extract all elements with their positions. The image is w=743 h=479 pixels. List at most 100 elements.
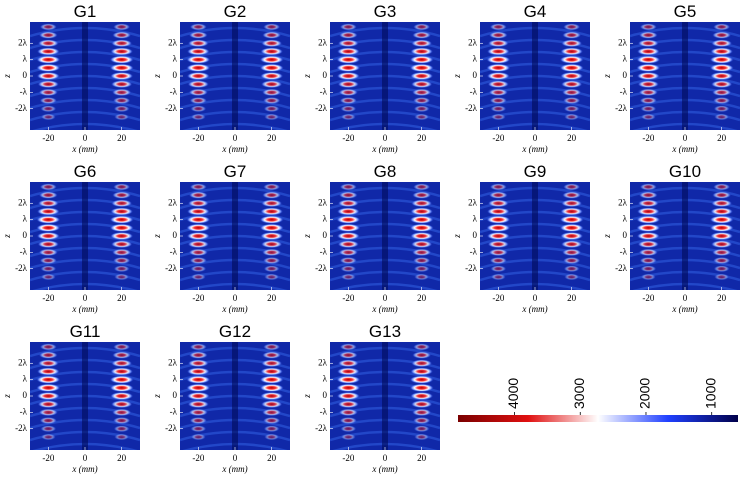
lobe: [638, 88, 658, 96]
lobe: [187, 240, 209, 248]
lobe: [489, 23, 507, 31]
center-band: [682, 182, 688, 290]
y-axis-label: z: [302, 234, 312, 239]
lobe: [187, 207, 210, 216]
y-tick-label: -λ: [20, 86, 28, 96]
lobe: [712, 88, 732, 96]
lobe: [110, 72, 134, 80]
lobe: [489, 183, 507, 191]
y-tick-label: -2λ: [15, 103, 27, 113]
lobe: [188, 191, 208, 199]
y-tick-label: -λ: [170, 246, 178, 256]
panel-title: G10: [669, 162, 701, 181]
lobe: [563, 23, 581, 31]
panel-title: G6: [74, 162, 97, 181]
y-tick-label: λ: [173, 374, 178, 384]
lobe: [338, 31, 358, 39]
lobe: [190, 113, 206, 121]
lobe: [37, 39, 59, 48]
lobe: [339, 183, 357, 191]
lobe: [559, 55, 584, 64]
lobe: [111, 80, 133, 88]
lobe: [413, 183, 431, 191]
panel: G10 -20 0 20 2λ λ 0 -λ -2λ x (mm) z: [602, 162, 740, 314]
y-axis-label: z: [602, 74, 612, 79]
y-tick-label: λ: [623, 54, 628, 64]
lobe: [339, 97, 358, 105]
lobe: [636, 72, 660, 80]
x-tick-label: 20: [117, 293, 127, 303]
lobe: [190, 273, 206, 281]
lobe: [40, 105, 57, 113]
lobe: [489, 257, 508, 265]
heatmap: [630, 22, 740, 130]
lobe: [109, 223, 134, 232]
lobe: [262, 417, 281, 425]
y-tick-label: 2λ: [168, 357, 178, 367]
lobe: [189, 23, 207, 31]
y-tick-label: 0: [623, 70, 628, 80]
y-tick-label: λ: [323, 374, 328, 384]
lobe: [340, 105, 357, 113]
x-tick-label: 0: [83, 293, 88, 303]
lobe: [40, 433, 56, 441]
lobe: [112, 97, 131, 105]
y-tick-label: -λ: [320, 86, 328, 96]
lobe: [637, 240, 659, 248]
lobe: [409, 63, 434, 72]
lobe: [336, 383, 361, 392]
y-tick-label: 2λ: [18, 197, 28, 207]
y-tick-label: 2λ: [618, 197, 628, 207]
center-band: [382, 182, 388, 290]
lobe: [559, 223, 584, 232]
lobe: [338, 248, 358, 256]
lobe: [262, 31, 282, 39]
lobe: [39, 417, 58, 425]
lobe: [263, 265, 280, 273]
lobe: [38, 191, 58, 199]
lobe: [409, 375, 434, 384]
lobe: [559, 63, 584, 72]
center-band: [532, 22, 538, 130]
lobe: [337, 359, 359, 368]
lobe: [486, 55, 511, 64]
lobe: [189, 97, 208, 105]
y-tick-label: 2λ: [618, 37, 628, 47]
heatmap: [480, 22, 590, 130]
x-tick-label: 0: [383, 293, 388, 303]
y-tick-label: 2λ: [318, 357, 328, 367]
x-axis-label: x (mm): [671, 144, 697, 154]
lobe: [636, 223, 661, 232]
lobe: [486, 232, 510, 240]
lobe: [38, 31, 58, 39]
y-tick-label: λ: [173, 214, 178, 224]
lobe: [488, 191, 508, 199]
heatmap: [180, 22, 290, 130]
panel: G7 -20 0 20 2λ λ 0 -λ -2λ x (mm) z: [152, 162, 290, 314]
lobe: [563, 183, 581, 191]
center-band: [382, 22, 388, 130]
panel: G12 -20 0 20 2λ λ 0 -λ -2λ x (mm) z: [152, 322, 290, 474]
lobe: [337, 367, 360, 376]
center-band: [232, 22, 238, 130]
lobe: [640, 273, 656, 281]
y-tick-label: 2λ: [18, 357, 28, 367]
lobe: [636, 55, 661, 64]
lobe: [113, 183, 131, 191]
lobe: [109, 215, 134, 224]
y-tick-label: -2λ: [315, 263, 327, 273]
panel: G2 -20 0 20 2λ λ 0 -λ -2λ x (mm) z: [152, 2, 290, 154]
lobe: [486, 72, 510, 80]
lobe: [189, 417, 208, 425]
lobe: [709, 55, 734, 64]
lobe: [113, 23, 131, 31]
colorbar-tick-label: 4000: [505, 378, 521, 409]
lobe: [413, 23, 431, 31]
lobe: [188, 408, 208, 416]
y-axis-label: z: [452, 234, 462, 239]
lobe: [412, 417, 431, 425]
lobe: [40, 265, 57, 273]
lobe: [260, 47, 283, 56]
lobe: [187, 47, 210, 56]
lobe: [412, 408, 432, 416]
